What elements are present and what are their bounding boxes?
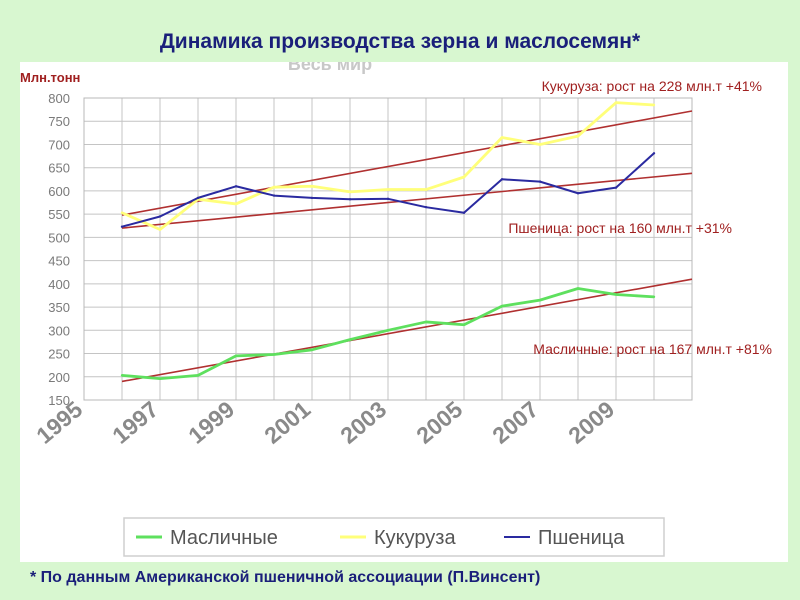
- y-tick-label-600: 600: [48, 184, 70, 199]
- point-oilseeds-1998: [196, 374, 200, 377]
- legend-label-oilseeds: Масличные: [170, 527, 278, 549]
- chart-watermark: Весь мир: [288, 62, 372, 74]
- point-wheat-2001: [310, 196, 314, 200]
- point-corn-2009: [614, 101, 618, 104]
- point-wheat-2000: [272, 194, 276, 197]
- point-corn-2006: [500, 136, 504, 139]
- legend-label-wheat: Пшеница: [538, 527, 625, 549]
- point-corn-2002: [348, 190, 352, 194]
- point-oilseeds-2005: [462, 323, 466, 326]
- point-corn-1999: [234, 202, 238, 206]
- plot-frame: [83, 97, 693, 401]
- x-tick-label-2009: 2009: [563, 396, 619, 449]
- legend-box: [123, 517, 665, 557]
- point-wheat-2010: [652, 152, 656, 155]
- legend-label-corn: Кукуруза: [374, 527, 456, 549]
- y-tick-label-300: 300: [48, 323, 70, 338]
- trendline-0: [121, 110, 693, 216]
- y-tick-label-200: 200: [48, 370, 70, 385]
- series-layer: [120, 101, 656, 381]
- point-oilseeds-2004: [424, 320, 428, 324]
- point-corn-2005: [462, 175, 466, 179]
- y-axis-label: Млн.тонн: [20, 70, 80, 85]
- point-corn-2001: [310, 185, 314, 188]
- y-ticks: 150 200 250 300 350 400 450 500 550 600 650 700 750 8…: [48, 91, 70, 408]
- point-wheat-2009: [614, 186, 618, 189]
- x-tick-label-2003: 2003: [335, 396, 391, 449]
- x-tick-label-2001: 2001: [259, 396, 315, 449]
- annotation-wheat: Пшеница: рост на 160 млн.т +31%: [508, 220, 732, 236]
- point-oilseeds-2010: [652, 295, 656, 299]
- point-oilseeds-1996: [120, 374, 124, 377]
- y-tick-label-350: 350: [48, 300, 70, 315]
- point-wheat-2008: [576, 192, 580, 195]
- point-oilseeds-2003: [386, 329, 390, 332]
- point-oilseeds-2008: [576, 287, 580, 290]
- point-wheat-2006: [500, 178, 504, 181]
- point-wheat-2002: [348, 198, 352, 201]
- point-oilseeds-2009: [614, 293, 618, 296]
- chart-panel: Весь мир Млн.тонн 150 200 250 300 350 400 450 5…: [20, 54, 788, 562]
- point-wheat-2003: [386, 197, 390, 201]
- x-ticks: 1995 1997 1999 2001 2003 2005 2007 2009: [31, 396, 619, 449]
- grid-layer: [83, 97, 693, 401]
- point-oilseeds-2007: [538, 298, 542, 302]
- point-oilseeds-2001: [310, 348, 314, 352]
- point-corn-2010: [652, 103, 656, 107]
- legend: Масличные Кукуруза Пшеница: [123, 517, 665, 557]
- point-oilseeds-1997: [158, 377, 162, 380]
- point-oilseeds-1999: [234, 354, 238, 358]
- point-corn-2007: [538, 143, 542, 146]
- point-wheat-1998: [196, 196, 200, 200]
- annotation-corn: Кукуруза: рост на 228 млн.т +41%: [542, 78, 762, 94]
- y-tick-label-550: 550: [48, 207, 70, 222]
- y-tick-label-700: 700: [48, 137, 70, 152]
- x-tick-label-2005: 2005: [411, 396, 467, 449]
- point-wheat-2005: [462, 211, 466, 214]
- y-tick-label-500: 500: [48, 230, 70, 245]
- point-corn-2008: [576, 134, 580, 138]
- point-corn-2000: [272, 186, 276, 189]
- point-wheat-1996: [120, 225, 124, 228]
- y-tick-label-400: 400: [48, 277, 70, 292]
- trendline-1: [121, 172, 693, 229]
- point-oilseeds-2006: [500, 304, 504, 308]
- y-tick-label-750: 750: [48, 114, 70, 129]
- point-wheat-2004: [424, 205, 428, 209]
- annotation-oilseeds: Масличные: рост на 167 млн.т +81%: [533, 341, 772, 357]
- y-tick-label-650: 650: [48, 161, 70, 176]
- point-wheat-2007: [538, 180, 542, 183]
- production-chart: Весь мир Млн.тонн 150 200 250 300 350 400 450 5…: [20, 54, 772, 557]
- point-wheat-1997: [158, 215, 162, 218]
- point-corn-1996: [120, 211, 124, 214]
- footnote: * По данным Американской пшеничной ассоц…: [30, 569, 541, 586]
- point-corn-2004: [424, 188, 428, 191]
- y-tick-label-800: 800: [48, 91, 70, 106]
- point-corn-2003: [386, 188, 390, 191]
- y-tick-label-150: 150: [48, 393, 70, 408]
- y-tick-label-250: 250: [48, 347, 70, 362]
- slide-title: Динамика производства зерна и маслосемян…: [159, 30, 641, 53]
- point-wheat-1999: [234, 185, 238, 188]
- point-oilseeds-2000: [272, 353, 276, 356]
- point-oilseeds-2002: [348, 338, 352, 341]
- x-tick-label-1999: 1999: [183, 396, 239, 449]
- y-tick-label-450: 450: [48, 254, 70, 269]
- x-tick-label-2007: 2007: [487, 396, 543, 449]
- point-corn-1997: [158, 228, 162, 231]
- x-tick-label-1997: 1997: [107, 396, 163, 449]
